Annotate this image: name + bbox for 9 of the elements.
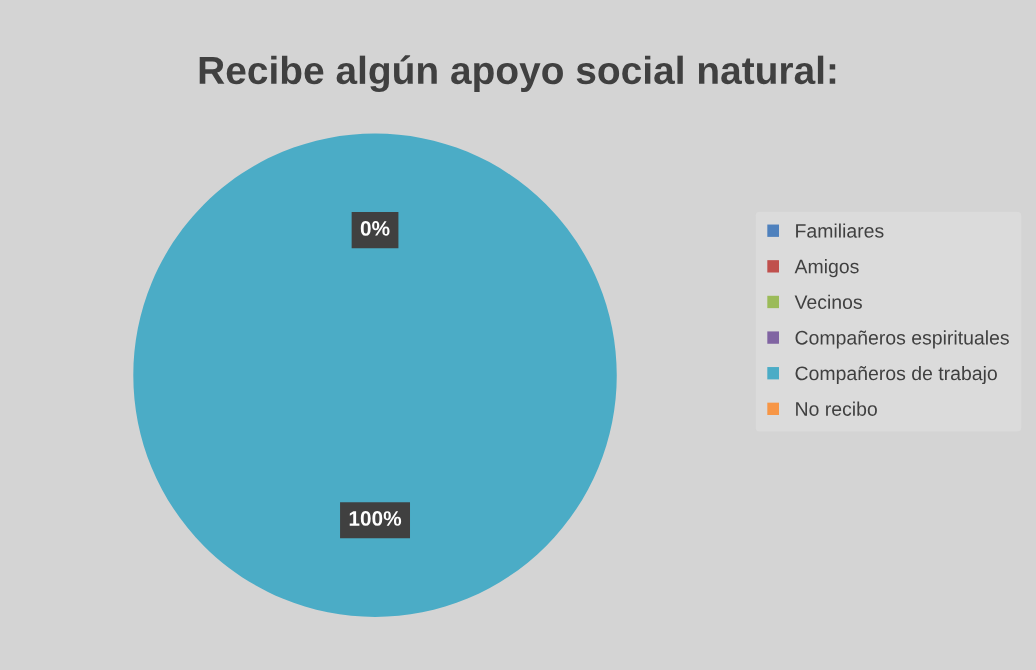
data-label: 100% (349, 511, 402, 526)
legend-label: Compañeros de trabajo (795, 365, 997, 385)
legend-label: No recibo (796, 401, 877, 416)
legend-label: Familiares (796, 223, 884, 238)
text: 0% (360, 221, 390, 236)
chart-title: Recibe algún apoyo social natural: (199, 55, 836, 93)
legend-label: Compañeros espirituales (795, 330, 1009, 349)
legend-label: Amigos (794, 259, 859, 278)
legend-label: Vecinos (794, 294, 862, 310)
